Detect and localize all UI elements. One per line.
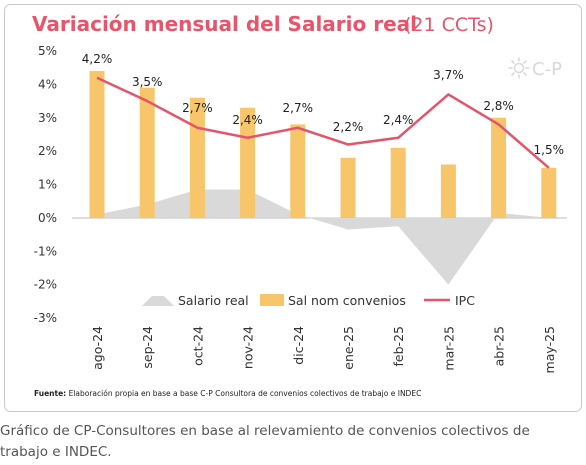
ipc-data-label: 1,5%	[534, 143, 565, 157]
ipc-data-label: 2,4%	[232, 113, 263, 127]
legend-label: Salario real	[178, 293, 249, 308]
legend-swatch-area	[142, 296, 174, 306]
chart-title-suffix: (21 CCTs)	[404, 14, 494, 36]
source-note: Fuente: Elaboración propia en base a bas…	[34, 389, 421, 398]
legend-item-salario-real: Salario real	[142, 293, 249, 308]
chart: Variación mensual del Salario real (21 C…	[4, 4, 582, 412]
bar-sal-nom-convenios	[340, 157, 356, 218]
legend-item-sal-nom-convenios: Sal nom convenios	[260, 293, 406, 308]
bar-sal-nom-convenios	[240, 107, 256, 218]
ipc-data-label: 2,7%	[283, 101, 314, 115]
x-tick-label: may-25	[542, 326, 557, 373]
ipc-data-label: 2,2%	[333, 120, 364, 134]
y-tick-label: 4%	[38, 77, 57, 91]
bar-sal-nom-convenios	[390, 147, 406, 218]
legend-label: Sal nom convenios	[288, 293, 406, 308]
ipc-data-label: 3,5%	[132, 75, 163, 89]
x-tick-label: ago-24	[90, 326, 105, 370]
bar-sal-nom-convenios	[290, 124, 306, 218]
chart-title: Variación mensual del Salario real	[32, 12, 417, 36]
bar-sal-nom-convenios	[440, 164, 456, 218]
figure-caption: Gráfico de CP-Consultores en base al rel…	[0, 423, 530, 460]
source-text: Elaboración propia en base a base C-P Co…	[66, 389, 421, 398]
y-tick-label: 2%	[38, 144, 57, 158]
y-tick-label: -1%	[34, 244, 57, 258]
y-tick-label: 5%	[38, 44, 57, 58]
y-tick-label: 3%	[38, 111, 57, 125]
source-label: Fuente:	[34, 389, 66, 398]
x-tick-label: nov-24	[241, 326, 256, 369]
series-ipc-line	[96, 76, 550, 169]
x-tick-label: sep-24	[140, 326, 155, 369]
x-tick-label: dic-24	[291, 326, 306, 365]
x-tick-label: oct-24	[190, 326, 205, 366]
series-salario-real-area	[97, 189, 549, 285]
x-tick-label: mar-25	[441, 326, 456, 371]
legend-item-ipc: IPC	[424, 293, 475, 308]
bar-sal-nom-convenios	[541, 167, 557, 218]
ipc-data-label: 2,4%	[383, 113, 414, 127]
legend-swatch-bar	[260, 294, 284, 306]
bar-sal-nom-convenios	[139, 87, 155, 218]
x-tick-label: abr-25	[492, 326, 507, 366]
logo-text: C-P	[532, 59, 562, 80]
bar-sal-nom-convenios	[89, 71, 105, 218]
bar-sal-nom-convenios	[491, 117, 507, 218]
x-tick-label: ene-25	[341, 326, 356, 370]
y-tick-label: -3%	[34, 311, 57, 325]
ipc-data-label: 2,8%	[483, 99, 514, 113]
ipc-data-label: 2,7%	[182, 101, 213, 115]
sun-icon	[508, 57, 530, 79]
ipc-data-label: 3,7%	[433, 68, 464, 82]
y-tick-label: 0%	[38, 211, 57, 225]
y-tick-label: 1%	[38, 178, 57, 192]
ipc-data-label: 4,2%	[82, 52, 113, 66]
legend: Salario real Sal nom convenios IPC	[142, 293, 475, 308]
y-tick-label: -2%	[34, 278, 57, 292]
legend-label: IPC	[455, 293, 475, 308]
bar-sal-nom-convenios	[189, 97, 205, 218]
x-tick-label: feb-25	[391, 326, 406, 366]
logo: C-P	[508, 57, 562, 80]
